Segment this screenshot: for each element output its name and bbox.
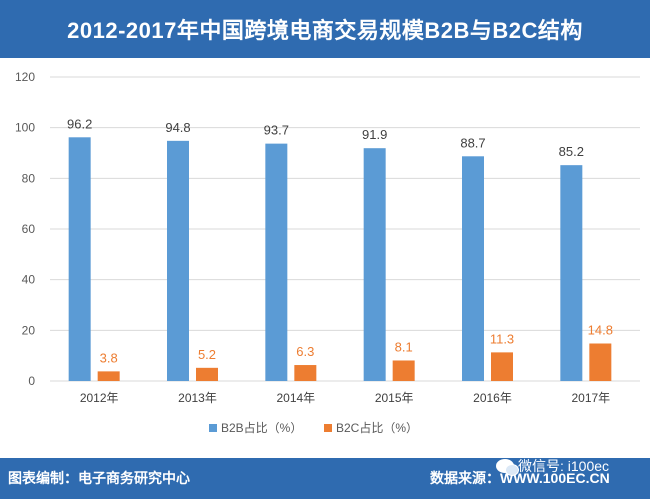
b2b-data-label: 91.9 <box>362 127 387 142</box>
wechat-icon <box>496 459 519 476</box>
legend-swatch-b2c <box>324 424 332 432</box>
b2b-bar <box>363 148 386 381</box>
y-tick-label: 120 <box>15 70 35 84</box>
legend-swatch-b2b <box>209 424 217 432</box>
b2c-bar <box>392 360 415 381</box>
b2b-data-label: 96.2 <box>67 116 92 131</box>
b2b-data-label: 88.7 <box>460 135 485 150</box>
y-tick-label: 40 <box>22 273 36 287</box>
y-tick-label: 80 <box>22 171 36 185</box>
legend-label-b2c: B2C占比（%） <box>336 420 418 435</box>
b2c-bar <box>97 371 120 381</box>
legend-label-b2b: B2B占比（%） <box>221 420 302 435</box>
y-tick-label: 0 <box>28 374 35 388</box>
x-tick-label: 2012年 <box>80 391 119 405</box>
b2b-data-label: 93.7 <box>264 123 289 138</box>
chart-title: 2012-2017年中国跨境电商交易规模B2B与B2C结构 <box>67 18 583 43</box>
b2b-bar <box>167 140 189 381</box>
b2c-data-label: 3.8 <box>100 350 118 365</box>
b2c-bar <box>491 352 513 381</box>
b2c-bar <box>589 343 612 381</box>
wechat-id-text: 微信号: i100ec <box>518 458 610 474</box>
x-tick-label: 2016年 <box>473 391 512 405</box>
b2b-bar <box>560 165 583 381</box>
b2b-bar <box>462 156 484 381</box>
x-tick-label: 2014年 <box>276 391 315 405</box>
x-tick-label: 2017年 <box>571 391 610 405</box>
compiled-by-text: 图表编制：电子商务研究中心 <box>8 470 190 486</box>
y-tick-label: 100 <box>15 121 35 135</box>
b2c-data-label: 5.2 <box>198 347 216 362</box>
b2b-bar <box>68 137 91 381</box>
bar-chart: 0 20 40 60 80 100 120 96.2 3.8 2012年 94.8 5.2 2013年 9… <box>15 70 640 435</box>
b2b-data-label: 85.2 <box>559 144 584 159</box>
b2c-data-label: 6.3 <box>296 344 314 359</box>
b2c-data-label: 14.8 <box>588 323 613 338</box>
b2c-bar <box>294 365 317 381</box>
footer-banner: 图表编制：电子商务研究中心 数据来源：WWW.100EC.CN <box>0 458 650 499</box>
b2c-data-label: 11.3 <box>490 331 514 346</box>
title-banner: 2012-2017年中国跨境电商交易规模B2B与B2C结构 <box>0 0 650 58</box>
b2b-data-label: 94.8 <box>165 120 190 135</box>
y-tick-label: 60 <box>22 222 36 236</box>
b2c-bar <box>196 367 218 381</box>
data-source-text: 数据来源：WWW.100EC.CN <box>430 470 610 486</box>
b2b-bar <box>265 143 288 381</box>
b2c-data-label: 8.1 <box>395 339 413 354</box>
y-tick-label: 20 <box>22 323 36 337</box>
x-tick-label: 2013年 <box>178 391 217 405</box>
x-tick-label: 2015年 <box>375 391 414 405</box>
wechat-watermark: 微信号: i100ec <box>496 455 646 477</box>
